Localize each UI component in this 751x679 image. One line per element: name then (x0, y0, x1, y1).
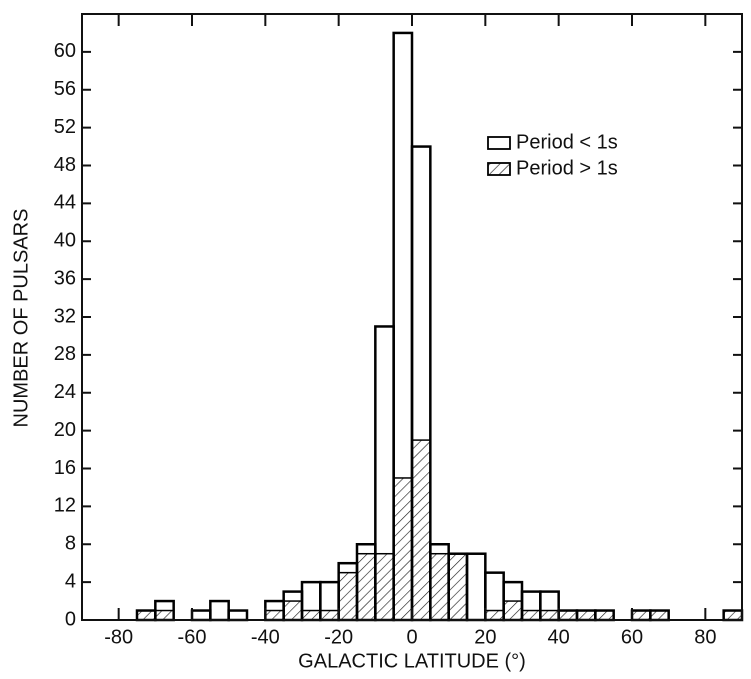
histogram-bar (282, 600, 303, 621)
histogram-bar (576, 609, 597, 621)
x-tick-label: -80 (104, 626, 133, 648)
x-tick-label: 60 (621, 626, 643, 648)
y-tick-label: 8 (65, 533, 76, 555)
histogram-bar (484, 609, 505, 621)
histogram-bar (722, 609, 743, 621)
y-tick-label: 12 (54, 495, 76, 517)
legend-label: Period < 1s (516, 131, 618, 153)
x-tick-label: 0 (406, 626, 417, 648)
y-axis-label: NUMBER OF PULSARS (10, 209, 32, 428)
histogram-bar (190, 609, 212, 622)
y-tick-label: 16 (54, 457, 76, 479)
y-tick-label: 56 (54, 78, 76, 100)
x-tick-label: 80 (694, 626, 716, 648)
histogram-bar (411, 439, 432, 621)
legend-swatch (487, 162, 511, 176)
histogram-bar (136, 609, 157, 621)
histogram-bar (465, 552, 487, 622)
histogram-bar (557, 609, 578, 621)
histogram-bar (374, 552, 395, 621)
y-tick-label: 20 (54, 419, 76, 441)
histogram-bar (594, 609, 615, 621)
histogram-bar (227, 609, 249, 622)
x-tick-label: -20 (324, 626, 353, 648)
histogram-bar (521, 609, 542, 621)
histogram-bar (356, 552, 377, 621)
histogram-bar (649, 609, 670, 621)
histogram-bar (502, 600, 523, 621)
histogram-bar (392, 477, 413, 621)
y-tick-label: 32 (54, 305, 76, 327)
histogram-bar (631, 609, 652, 621)
histogram-bar (209, 599, 230, 622)
y-tick-label: 28 (54, 343, 76, 365)
histogram-bar (154, 609, 175, 621)
x-tick-label: -60 (178, 626, 207, 648)
histogram-bar (264, 609, 285, 621)
histogram-bar (319, 609, 340, 621)
y-tick-label: 40 (54, 230, 76, 252)
y-tick-label: 36 (54, 267, 76, 289)
histogram-bar (429, 552, 450, 621)
y-tick-label: 0 (65, 608, 76, 630)
y-tick-label: 60 (54, 40, 76, 62)
histogram-bar (337, 571, 358, 621)
x-axis-label: GALACTIC LATITUDE (°) (298, 650, 526, 672)
x-tick-label: 20 (474, 626, 496, 648)
x-tick-label: -40 (251, 626, 280, 648)
x-tick-label: 40 (548, 626, 570, 648)
y-tick-label: 52 (54, 116, 76, 138)
y-tick-label: 4 (65, 570, 76, 592)
histogram-bar (447, 552, 468, 621)
y-tick-label: 24 (54, 381, 76, 403)
histogram-bar (301, 609, 322, 621)
y-tick-label: 48 (54, 154, 76, 176)
histogram-bar (539, 609, 560, 621)
legend-swatch (487, 136, 511, 150)
legend-label: Period > 1s (516, 157, 618, 179)
y-tick-label: 44 (54, 192, 76, 214)
